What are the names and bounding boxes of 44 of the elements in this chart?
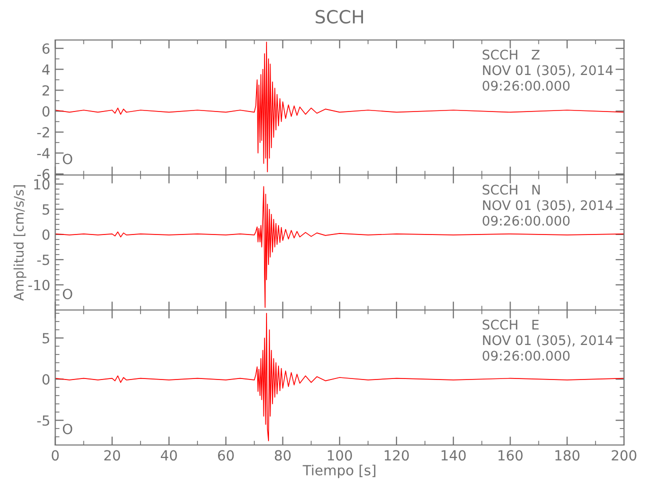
x-axis-title: Tiempo [s] [302,464,376,478]
x-tick-label: 100 [328,450,352,461]
y-tick-label: -10 [28,280,50,290]
x-tick-label: 0 [52,450,59,461]
annotation: NOV 01 (305), 2014 [483,200,613,212]
y-tick-label: 0 [42,106,50,117]
y-tick-label: 10 [34,179,50,190]
annotation: O [62,154,72,164]
line-series [55,42,624,172]
x-tick-label: 160 [498,450,523,461]
y-tick-label: -4 [37,148,50,158]
x-tick-label: 40 [160,450,177,461]
y-tick-label: 0 [42,374,50,385]
x-tick-label: 140 [442,450,466,461]
chart-title: SCCH [316,10,363,24]
y-tick-label: -6 [37,168,50,180]
y-tick-label: 5 [42,204,50,215]
annotation: O [62,424,72,434]
line-series [55,186,624,308]
x-tick-label: 180 [555,450,580,461]
y-tick-label: 2 [42,85,49,96]
y-tick-label: 4 [42,64,50,75]
y-tick-label: 6 [42,43,50,54]
y-tick-label: 0 [42,229,50,240]
annotation: SCCH E [482,320,539,330]
y-tick-label: -5 [37,415,50,426]
y-tick-label: -5 [37,254,50,266]
y-axis-title: Amplitud [cm/s/s] [14,185,26,301]
x-tick-label: 200 [612,450,636,461]
annotation: NOV 01 (305), 2014 [483,64,613,77]
annotation: 09:26:00.000 [482,216,570,226]
x-tick-label: 60 [218,450,234,461]
x-tick-label: 120 [384,450,409,461]
annotation: O [62,288,72,300]
annotation: SCCH N [482,184,540,195]
y-tick-label: 5 [42,333,50,344]
x-tick-label: 80 [274,450,291,461]
y-tick-label: -2 [37,127,49,138]
annotation: 09:26:00.000 [482,350,570,361]
line-series [55,312,624,442]
annotation: NOV 01 (305), 2014 [483,334,613,347]
annotation: SCCH Z [482,50,540,60]
x-tick-label: 20 [104,450,120,461]
annotation: 09:26:00.000 [482,80,570,91]
